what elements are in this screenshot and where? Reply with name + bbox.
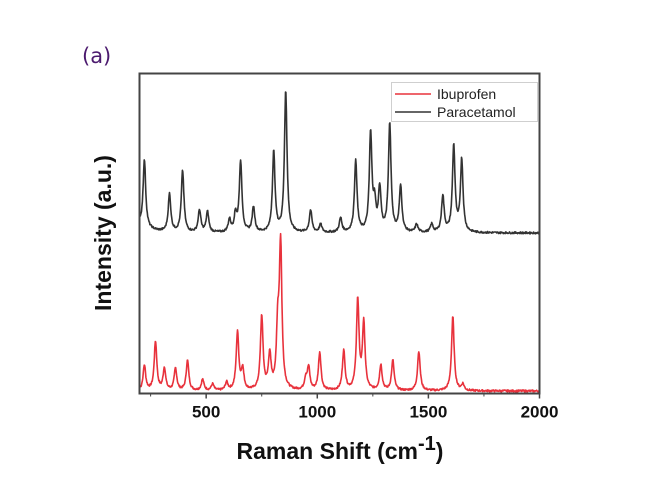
legend-label-paracetamol: Paracetamol (437, 104, 516, 120)
x-axis-title: Raman Shift (cm-1) (237, 433, 444, 464)
legend-label-ibuprofen: Ibuprofen (437, 86, 496, 102)
y-axis-title: Intensity (a.u.) (90, 155, 116, 311)
series-layer (139, 91, 541, 393)
x-tick-label: 1500 (409, 403, 447, 422)
series-line-ibuprofen (139, 232, 541, 393)
series-line-paracetamol (139, 91, 540, 235)
x-tick-label: 500 (192, 403, 220, 422)
legend: Ibuprofen Paracetamol (391, 82, 538, 122)
panel-label: (a) (82, 44, 112, 68)
x-axis-ticks: 500 1000 1500 2000 (150, 393, 559, 422)
x-tick-label: 1000 (298, 403, 336, 422)
plot-frame (138, 72, 541, 395)
x-tick-label: 2000 (521, 403, 559, 422)
legend-box (391, 82, 538, 122)
